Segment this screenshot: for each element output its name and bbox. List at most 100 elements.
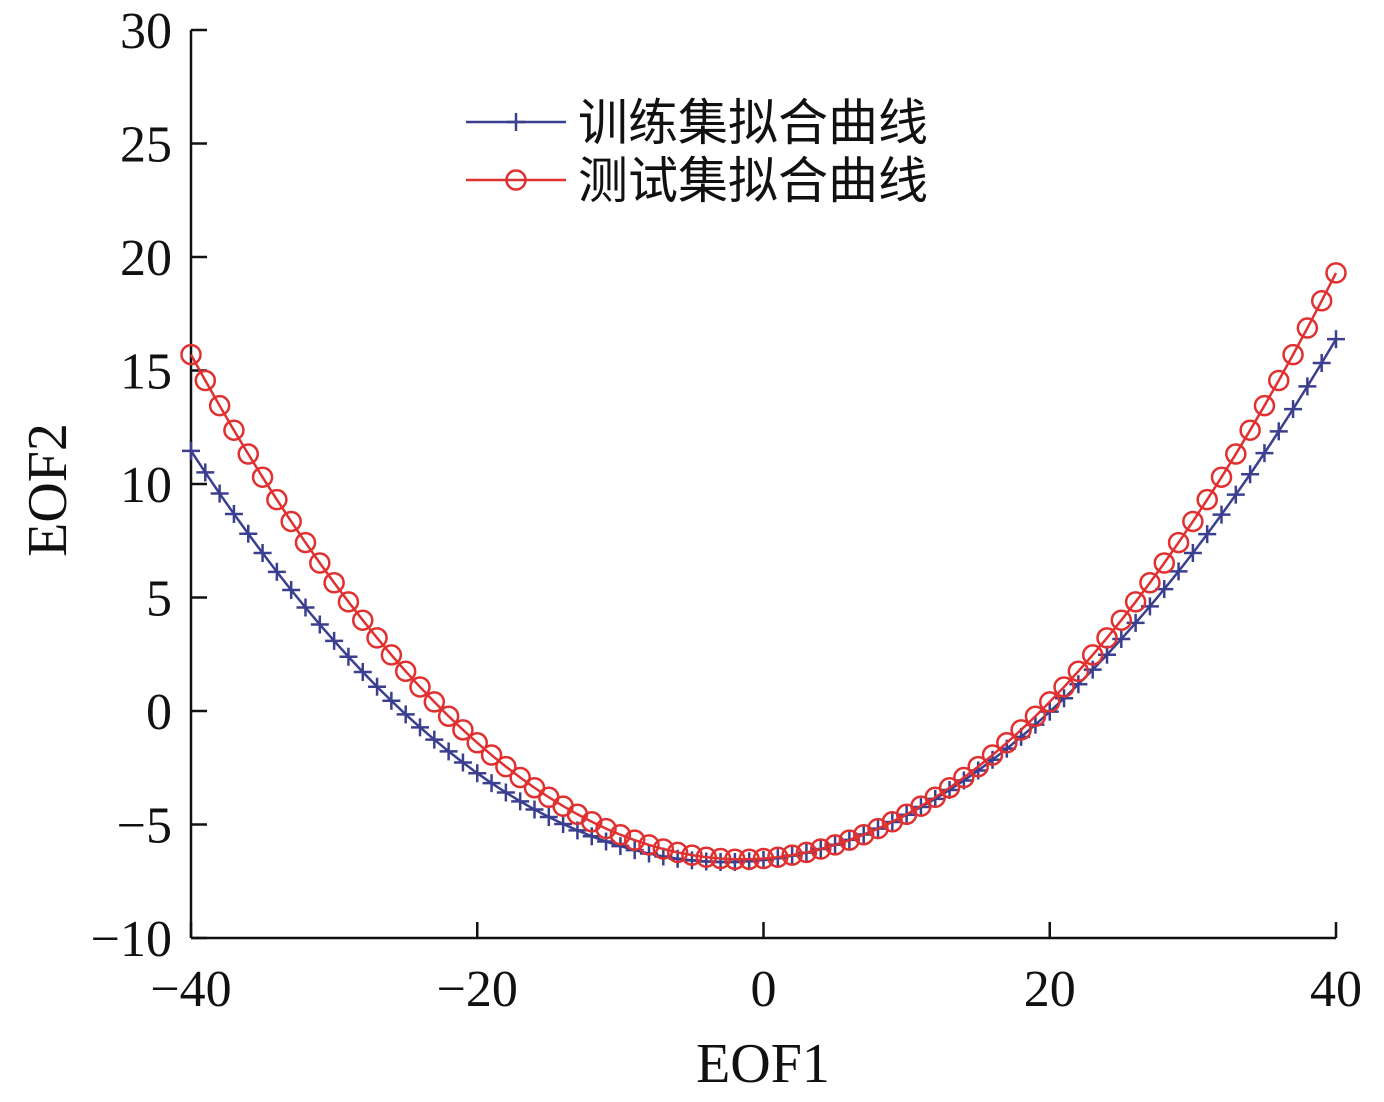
data-point [352, 609, 374, 631]
data-point [452, 719, 474, 741]
data-point [194, 369, 217, 392]
data-point [926, 789, 945, 808]
data-point [1182, 510, 1204, 533]
data-point [1169, 562, 1188, 581]
data-point [339, 647, 358, 666]
data-point [824, 834, 846, 856]
data-point [337, 591, 360, 613]
series-2 [180, 262, 1347, 870]
data-point [208, 394, 231, 417]
series-line [189, 272, 1338, 861]
data-point [953, 766, 975, 789]
x-axis-title: EOF1 [696, 1033, 830, 1095]
data-point [396, 705, 415, 724]
data-point [280, 510, 302, 533]
x-tick-label: 40 [1310, 961, 1362, 1018]
series-layer [180, 262, 1347, 871]
data-point [409, 676, 431, 698]
data-point [752, 847, 775, 870]
data-point [509, 766, 531, 789]
data-point [709, 847, 732, 870]
data-point [1124, 591, 1147, 613]
data-point [267, 562, 286, 581]
data-point [1298, 377, 1317, 396]
data-point [239, 524, 258, 543]
data-point [1039, 691, 1061, 713]
data-point [539, 808, 558, 827]
data-point [453, 753, 472, 772]
data-point [196, 463, 215, 482]
data-point [511, 792, 530, 811]
data-point [1010, 719, 1032, 741]
data-point [1310, 290, 1333, 312]
data-point [623, 829, 646, 851]
data-point [468, 764, 487, 783]
data-point [1067, 660, 1090, 683]
data-point [1053, 676, 1075, 698]
y-tick-label: −10 [91, 911, 172, 968]
y-tick-label: 25 [120, 117, 172, 174]
data-point [595, 817, 617, 840]
y-tick-label: −5 [117, 798, 172, 855]
data-point [1284, 400, 1303, 419]
data-point [182, 441, 200, 460]
data-point [253, 544, 272, 563]
data-point [1096, 627, 1118, 649]
data-point [666, 841, 689, 864]
data-point [437, 705, 460, 727]
y-tick-label: 20 [120, 230, 172, 287]
data-point [423, 691, 446, 713]
legend-label: 训练集拟合曲线 [578, 94, 928, 152]
data-point [1296, 317, 1319, 339]
series-1 [182, 330, 1345, 871]
data-point [1226, 485, 1245, 504]
data-point [266, 488, 288, 511]
data-point [1268, 369, 1290, 392]
data-point [482, 774, 501, 793]
data-point [353, 662, 372, 681]
data-point [967, 755, 989, 778]
data-point [480, 744, 503, 766]
legend-item: 测试集拟合曲线 [466, 152, 928, 210]
data-point [180, 343, 202, 366]
y-tick-label: 10 [120, 457, 172, 514]
data-point [1212, 505, 1231, 524]
data-point [296, 598, 315, 617]
data-point [1198, 525, 1217, 544]
data-point [323, 571, 345, 594]
data-point [310, 615, 329, 634]
data-point [652, 838, 675, 860]
data-point [380, 644, 403, 666]
data-point [294, 531, 317, 554]
y-tick-label: 30 [120, 3, 172, 60]
series-line [189, 338, 1338, 864]
data-point [810, 838, 832, 860]
data-point [795, 841, 818, 864]
data-point [1196, 488, 1218, 511]
data-point [251, 466, 274, 488]
data-point [495, 755, 517, 778]
ticks: −40 −20 0 20 40 −10 −5 0 5 10 15 20 25 30 [91, 3, 1362, 1018]
data-point [781, 844, 803, 866]
data-point [981, 744, 1004, 766]
data-point [411, 718, 429, 737]
data-point [838, 829, 861, 851]
data-point [1241, 465, 1260, 484]
data-point [996, 732, 1018, 754]
data-point [681, 844, 703, 866]
data-point [1167, 531, 1190, 554]
data-point [223, 419, 245, 441]
data-point [237, 443, 259, 465]
x-tick-label: 0 [751, 961, 777, 1018]
data-point [1081, 644, 1104, 666]
data-point [466, 732, 488, 754]
data-point [224, 504, 243, 523]
x-tick-label: −20 [437, 961, 518, 1018]
data-point [394, 660, 417, 683]
y-tick-label: 5 [146, 571, 172, 628]
data-point [366, 627, 388, 649]
data-point [505, 169, 527, 191]
legend-item: 训练集拟合曲线 [466, 94, 928, 152]
